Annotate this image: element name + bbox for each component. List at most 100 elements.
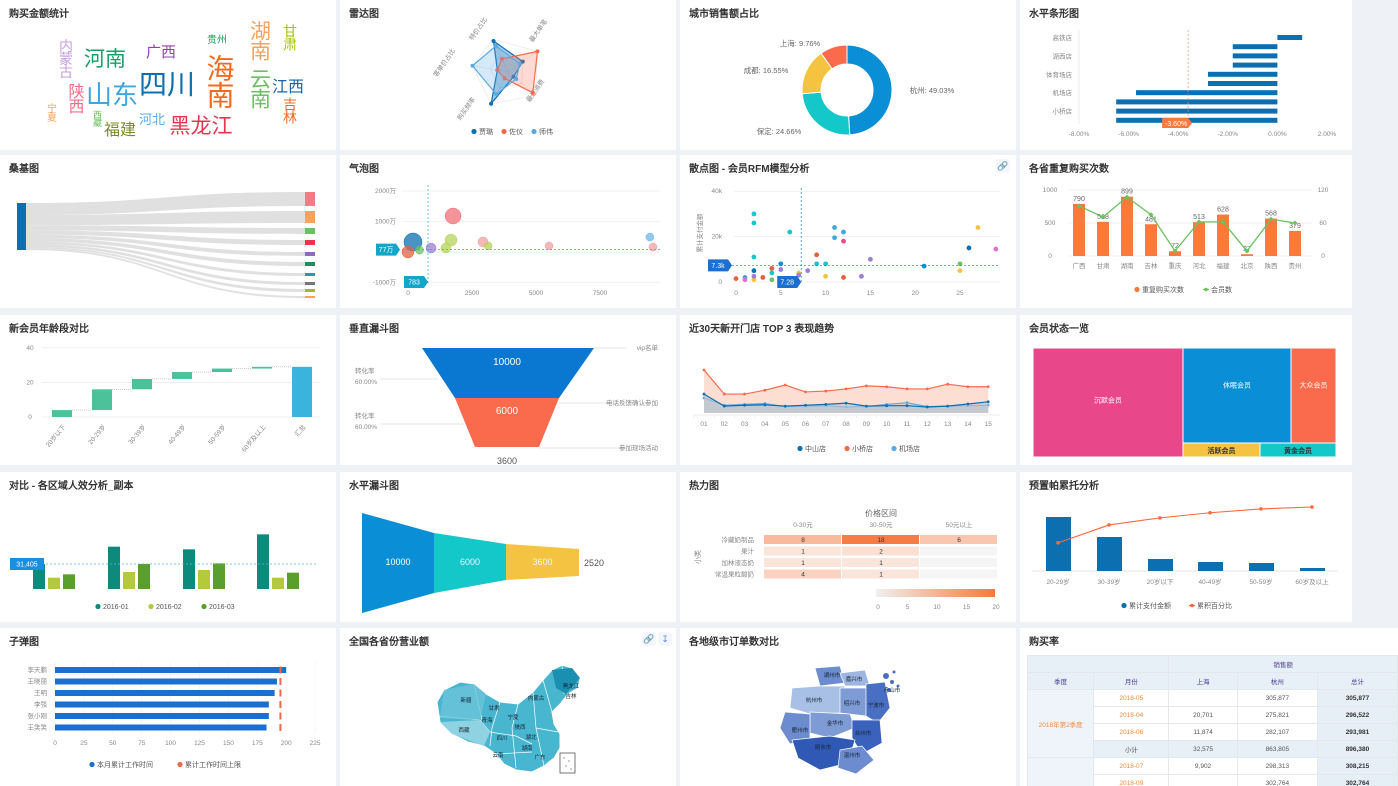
category-label: 李强 — [34, 700, 48, 709]
waterfall-bar — [52, 410, 72, 417]
bar — [1116, 108, 1278, 114]
legend-label: 中山店 — [805, 444, 826, 453]
treemap-cell — [1259, 442, 1337, 458]
x-tick-label: 20 — [912, 290, 920, 297]
line-point — [702, 392, 706, 396]
cell-value: 2 — [879, 549, 883, 556]
word-14: 西藏 — [92, 110, 102, 128]
table-cell — [1168, 689, 1238, 707]
table-row: 2018-09 302,764 302,764 — [1028, 774, 1398, 786]
x-tick-label: 60岁及以上 — [1295, 577, 1329, 586]
bar — [1232, 44, 1278, 50]
radar-point — [517, 61, 522, 66]
reference-tag — [1162, 118, 1193, 128]
bar — [287, 572, 299, 589]
y-tick-label: 20k — [712, 234, 723, 241]
stage-name: 参加现场活动 — [619, 443, 659, 452]
data-label: 481 — [1145, 216, 1157, 223]
slice-label: 成都: 16.55% — [744, 65, 789, 75]
link-icon[interactable]: 🔗 — [642, 632, 656, 646]
legend-marker-icon — [891, 445, 897, 452]
word-17: 黑龙江 — [170, 115, 233, 138]
bullet-target — [279, 724, 282, 731]
table-cell: 305,877 — [1316, 689, 1398, 707]
bullet-bar — [55, 701, 269, 708]
scatter-point — [760, 275, 766, 280]
x-tick-label: 175 — [252, 740, 263, 747]
data-label: 628 — [1217, 207, 1229, 214]
region-label: 云南 — [492, 751, 504, 759]
legend-marker-icon — [1204, 287, 1208, 292]
province-border — [495, 751, 533, 755]
card-sankey: 桑基图 — [0, 155, 336, 308]
scatter-point — [814, 261, 820, 267]
x-tick-label: 福建 — [1217, 261, 1231, 270]
region-label: 舟山市 — [884, 686, 901, 694]
scatter-point — [751, 211, 757, 217]
bar — [183, 549, 195, 589]
card-title: 城市销售额占比 — [689, 9, 759, 20]
legend-label: 会员数 — [1211, 285, 1232, 294]
card-title: 各省重复购买次数 — [1029, 164, 1109, 175]
line-point — [925, 405, 929, 409]
legend-label: 贾璐 — [479, 127, 493, 136]
scale-tick-label: 5 — [906, 604, 910, 611]
stage-value: 6000 — [496, 406, 519, 417]
radar-axis-label: 特价占比 — [467, 15, 490, 42]
table-cell: 2018-09 — [1093, 774, 1170, 786]
x-tick-label: 06 — [802, 421, 810, 428]
x-tick-label: 50-59岁 — [1249, 577, 1272, 586]
heatmap-cell — [920, 535, 997, 544]
bar — [1232, 53, 1278, 59]
data-label: 379 — [1289, 223, 1301, 230]
x-tick-label: 200 — [281, 740, 292, 747]
card-title: 全国各省份营业额 — [349, 637, 429, 648]
bubble — [444, 233, 458, 247]
radar-point — [520, 59, 525, 64]
funnel-stage — [362, 513, 434, 613]
x-tick-label: 5 — [779, 290, 783, 297]
scale-tick-label: 0 — [876, 604, 880, 611]
bar — [108, 546, 120, 589]
island — [883, 673, 889, 679]
region-label: 广东 — [534, 753, 546, 761]
download-icon[interactable]: ↧ — [658, 632, 672, 646]
donut-slice-杭州 — [846, 44, 893, 136]
card-title: 预置帕累托分析 — [1029, 481, 1099, 492]
x-tick-label: 7500 — [593, 290, 608, 297]
radar-point — [493, 43, 498, 48]
table-cell: 298,313 — [1236, 757, 1318, 775]
card-pareto: 预置帕累托分析 20-29岁 30-39岁 20岁以下 40-49岁 50-59岁 60岁及… — [1020, 472, 1352, 622]
scatter-point — [957, 261, 963, 267]
radar-series-2 — [471, 45, 521, 95]
column-header: 0-30元 — [793, 521, 813, 529]
x-tick-label: 汇总 — [292, 422, 308, 438]
region-label: 湖北 — [525, 733, 537, 741]
line-point — [1220, 219, 1226, 225]
table-cell: 2018-04 — [1093, 706, 1170, 724]
card-zhejiang-map: 各地级市订单数对比 湖州市 嘉兴市 舟山市 杭州市 绍兴市 宁波市 金华市 衢州市 台州市 丽水市温… — [680, 628, 1016, 786]
sankey-target-node — [305, 228, 315, 234]
line-point — [865, 404, 868, 408]
table-cell — [1168, 774, 1238, 786]
word-8: 贵州 — [207, 33, 227, 46]
card-title: 雷达图 — [349, 9, 379, 20]
scatter-point — [751, 268, 757, 274]
island-dot — [568, 760, 570, 762]
heatmap-cell — [764, 546, 841, 556]
bubble — [444, 207, 462, 225]
line-point — [743, 392, 746, 396]
row-label: 加林液态奶 — [722, 558, 755, 567]
reference-tag — [708, 259, 732, 272]
radar-axis-label: 购买频率 — [455, 95, 478, 122]
card-title: 新会员年龄段对比 — [9, 324, 89, 335]
link-icon[interactable]: 🔗 — [996, 159, 1010, 173]
scatter-point — [751, 220, 757, 226]
scatter-point — [733, 276, 739, 281]
table-row: 2018-07 9,902 298,313 308,215 — [1026, 757, 1398, 786]
x-tick-label: 吉林 — [1145, 261, 1159, 270]
x-tick-label: 广西 — [1073, 261, 1087, 270]
line-point — [1076, 203, 1082, 209]
